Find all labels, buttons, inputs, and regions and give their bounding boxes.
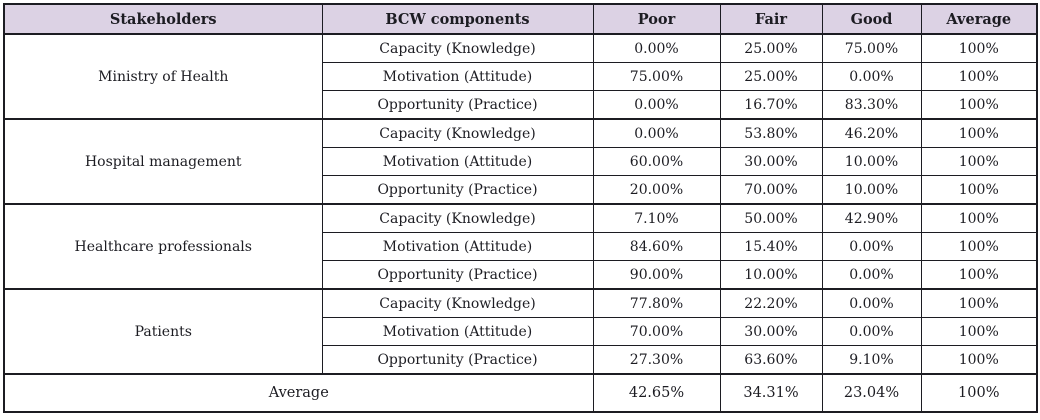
value-cell-fair: 30.00% [719,317,823,346]
value-cell-poor: 90.00% [592,260,721,290]
table-row: Hospital management Capacity (Knowledge)… [3,118,1038,205]
value-cell-poor: 0.00% [592,90,721,120]
value-cell-good: 0.00% [821,260,922,290]
table-row: Ministry of Health Capacity (Knowledge) … [3,33,1038,120]
col-header-average: Average [920,3,1038,35]
average-row-label: Average [3,373,594,413]
stakeholder-cell: Patients [3,288,323,375]
value-cell-fair: 50.00% [719,203,823,233]
average-cell-average: 100% [920,373,1038,413]
value-cell-fair: 70.00% [719,175,823,205]
value-cell-poor: 27.30% [592,345,721,375]
bcw-component-cell: Motivation (Attitude) [321,232,594,261]
value-cell-fair: 30.00% [719,147,823,176]
value-cell-poor: 7.10% [592,203,721,233]
value-cell-poor: 84.60% [592,232,721,261]
value-cell-poor: 77.80% [592,288,721,318]
bcw-component-cell: Capacity (Knowledge) [321,203,594,233]
value-cell-poor: 0.00% [592,118,721,148]
value-cell-poor: 70.00% [592,317,721,346]
header-row: Stakeholders BCW components Poor Fair Go… [3,3,1038,35]
bcw-component-cell: Motivation (Attitude) [321,62,594,91]
bcw-component-cell: Motivation (Attitude) [321,317,594,346]
value-cell-fair: 63.60% [719,345,823,375]
table-row: Opportunity (Practice) 90.00% 10.00% 0.0… [4,260,1038,290]
bcw-component-cell: Capacity (Knowledge) [321,33,594,63]
col-header-fair: Fair [719,3,823,35]
value-cell-good: 10.00% [821,175,922,205]
value-cell-average: 100% [920,260,1038,290]
value-cell-good: 83.30% [821,90,922,120]
bcw-component-cell: Opportunity (Practice) [321,175,594,205]
col-header-stakeholders: Stakeholders [3,3,323,35]
col-header-bcw-components: BCW components [321,3,594,35]
value-cell-good: 9.10% [821,345,922,375]
col-header-poor: Poor [592,3,721,35]
table-row: Motivation (Attitude) 75.00% 25.00% 0.00… [4,62,1038,91]
average-cell-poor: 42.65% [592,373,721,413]
average-cell-fair: 34.31% [719,373,823,413]
value-cell-average: 100% [920,232,1038,261]
value-cell-average: 100% [920,317,1038,346]
value-cell-good: 0.00% [821,232,922,261]
table-row: Opportunity (Practice) 0.00% 16.70% 83.3… [4,90,1038,120]
value-cell-good: 0.00% [821,317,922,346]
value-cell-good: 0.00% [821,62,922,91]
table-row: Motivation (Attitude) 60.00% 30.00% 10.0… [4,147,1038,176]
value-cell-poor: 0.00% [592,33,721,63]
value-cell-fair: 53.80% [719,118,823,148]
average-cell-good: 23.04% [821,373,922,413]
value-cell-average: 100% [920,90,1038,120]
col-header-good: Good [821,3,922,35]
value-cell-good: 46.20% [821,118,922,148]
bcw-component-cell: Opportunity (Practice) [321,260,594,290]
value-cell-poor: 60.00% [592,147,721,176]
table-container: Stakeholders BCW components Poor Fair Go… [3,3,1038,413]
value-cell-average: 100% [920,175,1038,205]
value-cell-average: 100% [920,345,1038,375]
value-cell-poor: 75.00% [592,62,721,91]
table-row: Healthcare professionals Capacity (Knowl… [3,203,1038,290]
stakeholder-cell: Hospital management [3,118,323,205]
bcw-component-cell: Opportunity (Practice) [321,90,594,120]
value-cell-good: 42.90% [821,203,922,233]
value-cell-average: 100% [920,147,1038,176]
stakeholder-cell: Healthcare professionals [3,203,323,290]
bcw-component-cell: Capacity (Knowledge) [321,118,594,148]
stakeholders-bcw-table: Stakeholders BCW components Poor Fair Go… [3,3,1038,413]
value-cell-average: 100% [920,118,1038,148]
bcw-component-cell: Motivation (Attitude) [321,147,594,176]
value-cell-average: 100% [920,62,1038,91]
value-cell-fair: 10.00% [719,260,823,290]
value-cell-good: 75.00% [821,33,922,63]
stakeholder-cell: Ministry of Health [3,33,323,120]
bcw-component-cell: Capacity (Knowledge) [321,288,594,318]
value-cell-fair: 25.00% [719,33,823,63]
value-cell-fair: 15.40% [719,232,823,261]
table-row: Motivation (Attitude) 84.60% 15.40% 0.00… [4,232,1038,261]
value-cell-average: 100% [920,288,1038,318]
value-cell-average: 100% [920,33,1038,63]
value-cell-poor: 20.00% [592,175,721,205]
value-cell-good: 10.00% [821,147,922,176]
table-row: Patients Capacity (Knowledge) 77.80% 22.… [3,288,1038,375]
bcw-component-cell: Opportunity (Practice) [321,345,594,375]
table-row: Motivation (Attitude) 70.00% 30.00% 0.00… [4,317,1038,346]
value-cell-fair: 22.20% [719,288,823,318]
value-cell-good: 0.00% [821,288,922,318]
value-cell-fair: 16.70% [719,90,823,120]
table-row: Opportunity (Practice) 27.30% 63.60% 9.1… [4,345,1038,375]
value-cell-average: 100% [920,203,1038,233]
value-cell-fair: 25.00% [719,62,823,91]
table-row: Opportunity (Practice) 20.00% 70.00% 10.… [4,175,1038,205]
average-row: Average 42.65% 34.31% 23.04% 100% [3,373,1038,413]
